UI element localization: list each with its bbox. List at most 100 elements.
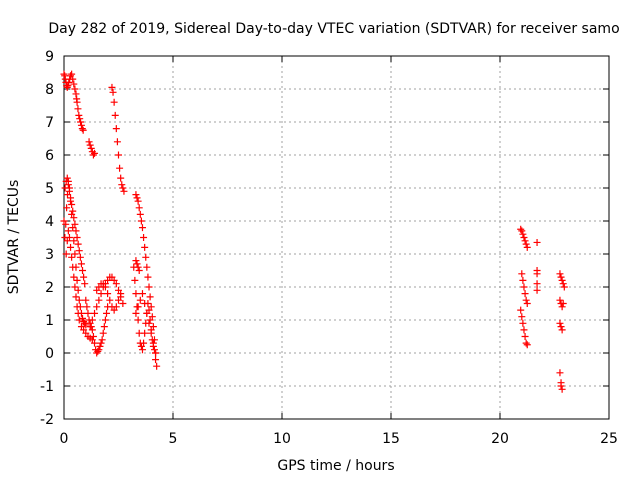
data-point — [63, 174, 71, 182]
y-tick-label: -1 — [40, 379, 54, 395]
data-point — [113, 138, 121, 146]
data-point — [73, 276, 81, 284]
data-point — [533, 280, 541, 288]
data-point — [74, 286, 82, 294]
data-point — [79, 126, 87, 134]
data-series — [60, 70, 568, 393]
data-point — [70, 237, 78, 245]
data-point — [138, 224, 146, 232]
data-point — [519, 319, 527, 327]
data-point — [521, 333, 529, 340]
data-point — [521, 237, 529, 245]
data-point — [131, 276, 139, 284]
data-point — [65, 78, 73, 86]
data-point — [523, 341, 531, 349]
data-point — [144, 273, 152, 281]
data-point — [110, 98, 118, 106]
data-point — [522, 296, 530, 304]
data-point — [76, 253, 84, 261]
data-point — [82, 296, 90, 304]
y-axis: -2 -1 0 1 2 3 4 5 6 7 8 9 — [40, 49, 609, 428]
data-point — [153, 362, 161, 370]
data-point — [75, 296, 83, 304]
data-point — [518, 227, 526, 235]
y-tick-label: -2 — [40, 412, 54, 428]
data-point — [71, 250, 79, 258]
data-point — [64, 82, 72, 90]
data-point — [517, 225, 525, 233]
data-point — [88, 316, 96, 324]
data-point — [520, 326, 528, 334]
data-point — [520, 234, 528, 241]
data-point — [138, 346, 146, 354]
data-point — [117, 174, 125, 182]
data-point — [65, 234, 73, 241]
data-point — [62, 250, 70, 258]
data-point — [147, 329, 155, 337]
data-point — [136, 210, 144, 218]
data-point — [72, 293, 80, 301]
data-point — [101, 283, 109, 291]
chart-title: Day 282 of 2019, Sidereal Day-to-day VTE… — [48, 21, 619, 37]
data-point — [100, 323, 108, 331]
data-point — [533, 270, 541, 278]
data-point — [70, 80, 78, 88]
data-point — [523, 300, 531, 307]
data-point — [134, 263, 142, 271]
data-point — [85, 138, 93, 146]
data-point — [145, 319, 153, 327]
data-point — [143, 309, 151, 317]
data-point — [80, 273, 88, 281]
data-point — [94, 347, 102, 355]
data-point — [145, 283, 153, 291]
data-point — [521, 290, 529, 298]
data-point — [65, 187, 73, 195]
data-point — [71, 85, 79, 93]
data-point — [118, 181, 126, 189]
data-point — [74, 309, 82, 317]
data-point — [135, 204, 143, 212]
data-point — [71, 220, 79, 228]
data-point — [91, 339, 99, 347]
data-point — [116, 164, 124, 172]
data-point — [69, 263, 77, 271]
data-point — [68, 253, 76, 261]
data-point — [86, 323, 94, 331]
data-point — [134, 303, 142, 311]
data-point — [81, 280, 89, 288]
data-point — [108, 83, 116, 91]
data-point — [141, 329, 149, 337]
data-point — [137, 217, 145, 225]
data-point — [91, 309, 99, 317]
data-point — [101, 316, 109, 324]
y-tick-label: 6 — [45, 148, 54, 164]
data-point — [111, 111, 119, 119]
data-point — [84, 309, 92, 317]
data-point — [142, 253, 150, 261]
y-tick-label: 1 — [45, 313, 54, 329]
data-point — [117, 290, 125, 298]
data-point — [104, 290, 112, 298]
data-point — [75, 247, 83, 255]
y-tick-label: 3 — [45, 247, 54, 263]
data-point — [140, 234, 148, 241]
data-point — [119, 300, 127, 307]
data-point — [557, 323, 565, 331]
data-point — [558, 385, 566, 393]
data-point — [93, 303, 101, 311]
data-point — [73, 303, 81, 311]
data-point — [133, 260, 141, 268]
data-point — [109, 88, 117, 96]
data-point — [132, 290, 140, 298]
data-point — [558, 326, 566, 334]
data-point — [112, 125, 120, 133]
data-point — [67, 194, 75, 202]
data-point — [72, 90, 80, 98]
data-point — [74, 240, 82, 248]
data-point — [148, 336, 156, 344]
data-point — [132, 191, 140, 199]
data-point — [61, 184, 69, 192]
data-point — [73, 234, 81, 241]
data-point — [143, 263, 151, 271]
